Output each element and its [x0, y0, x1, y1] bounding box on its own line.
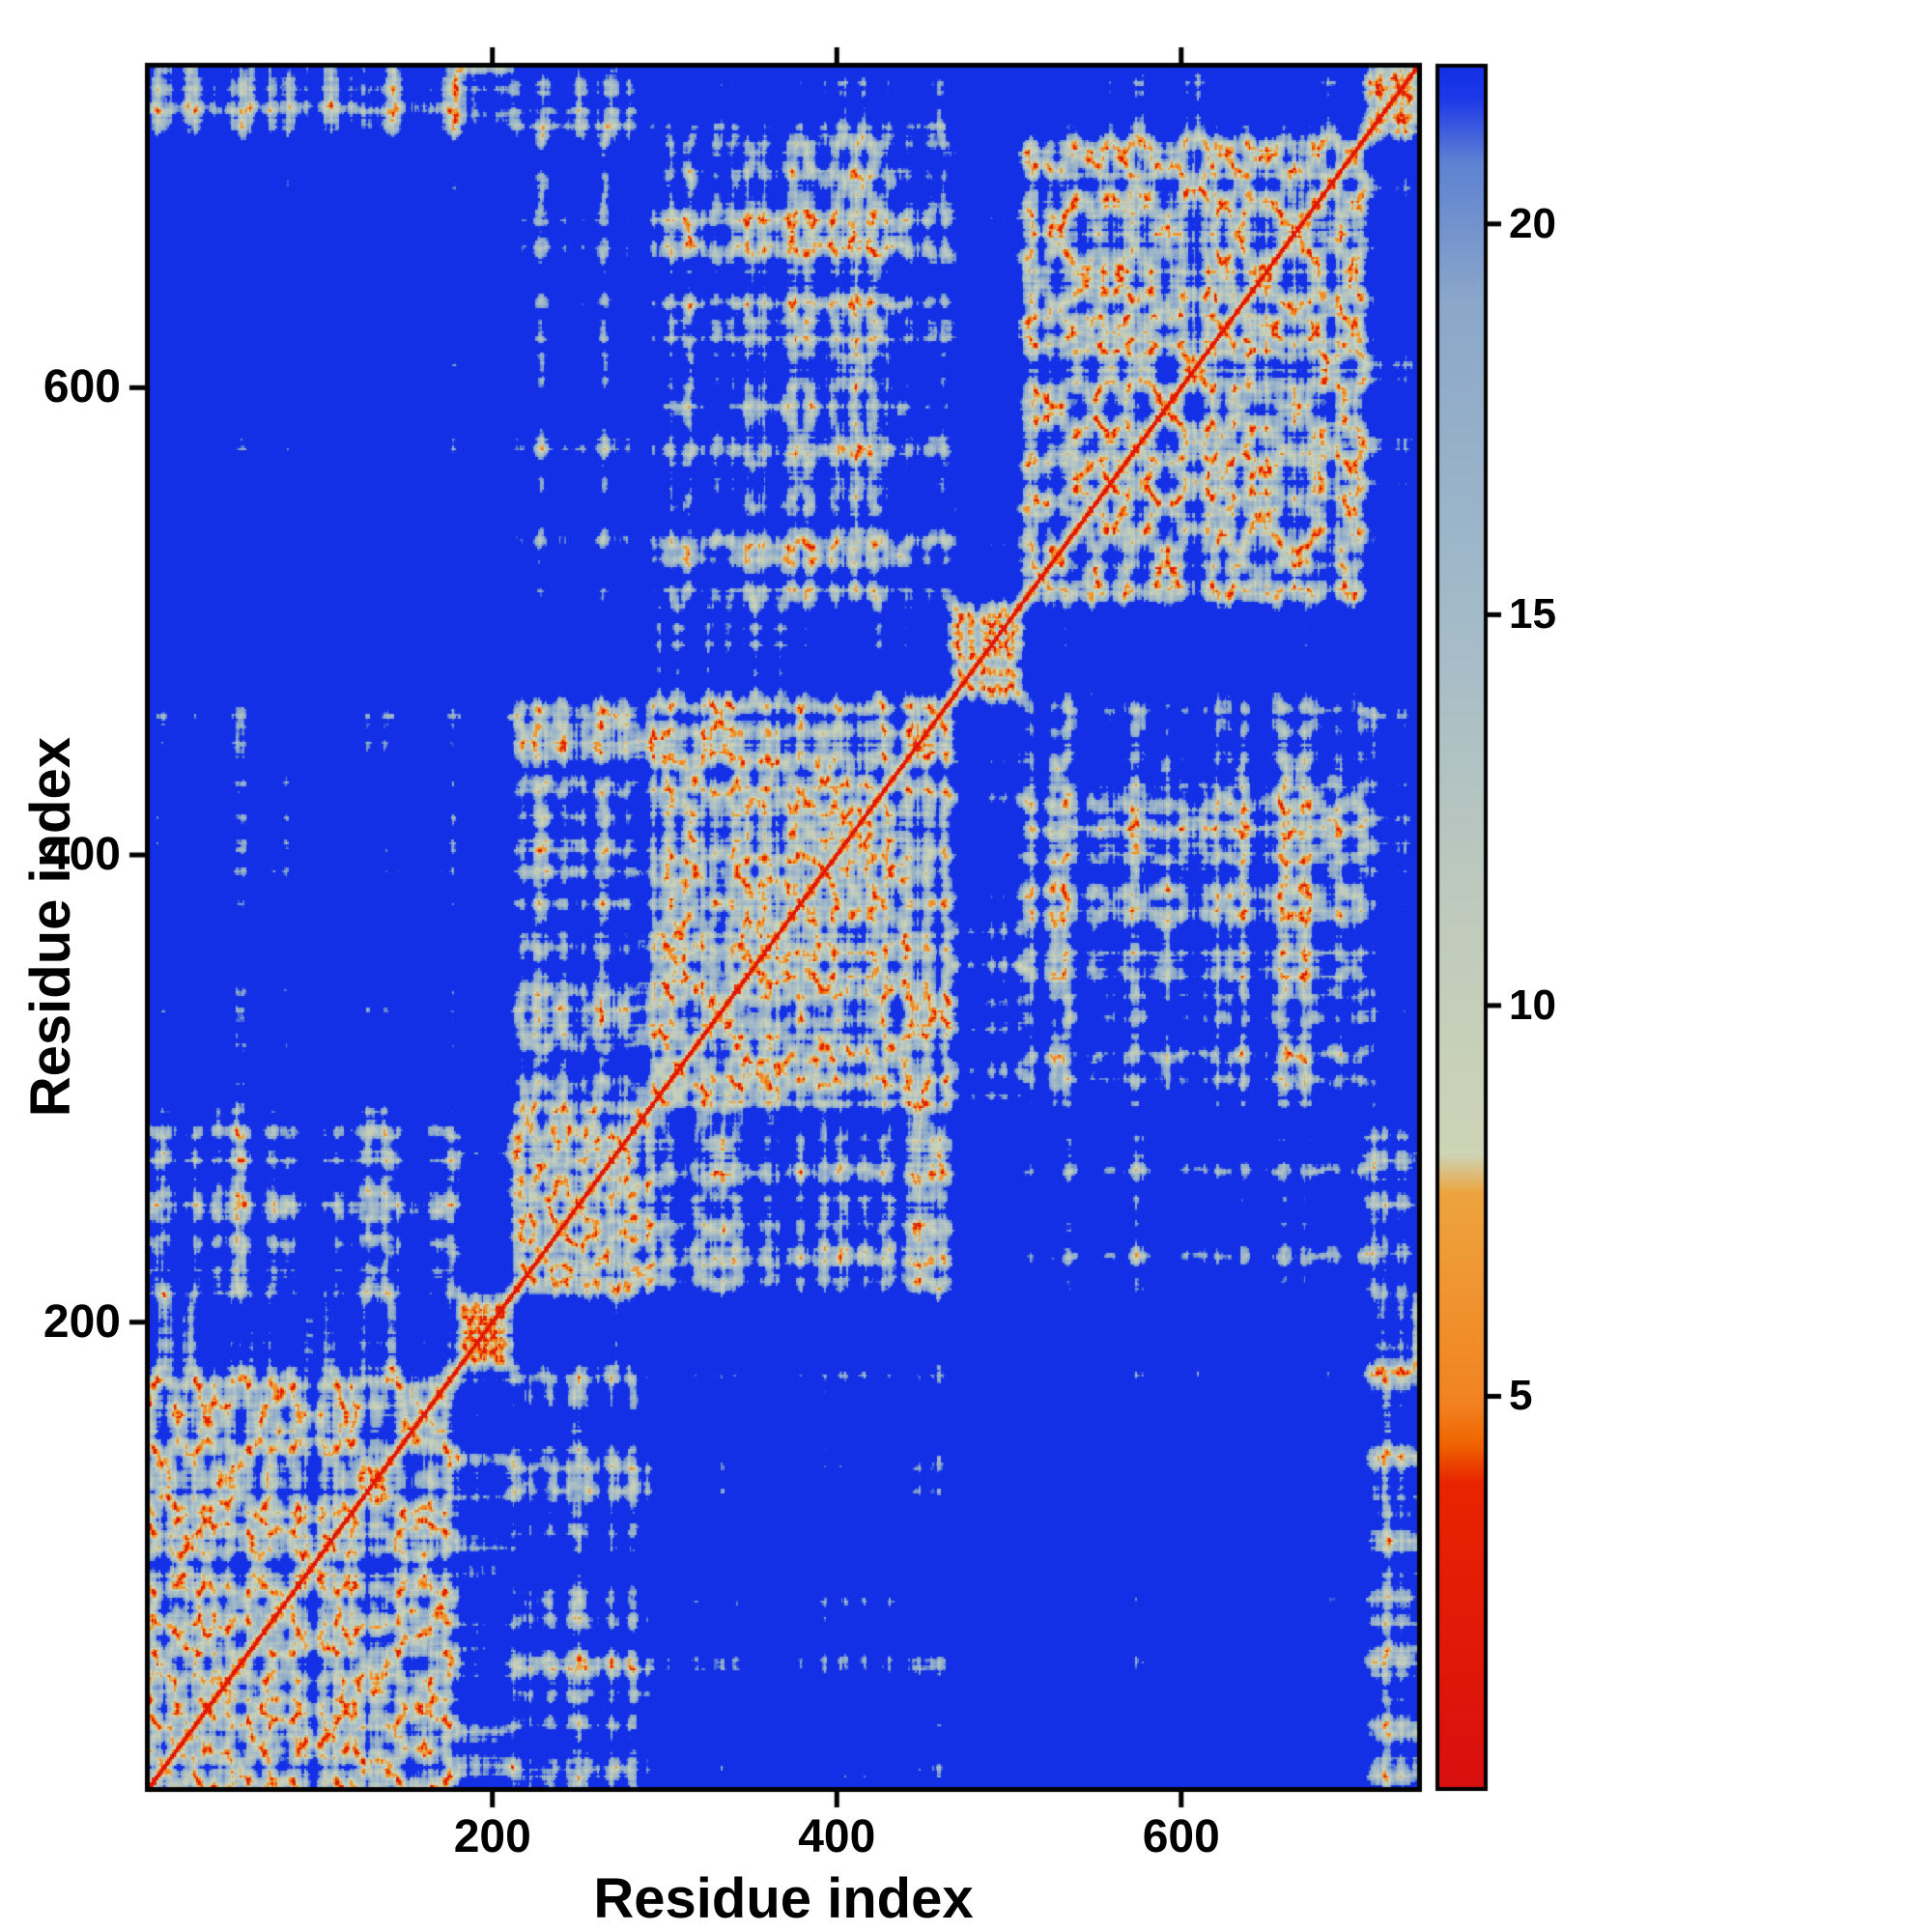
x-axis-label: Residue index [593, 1867, 974, 1930]
x-tick-label: 600 [1142, 1811, 1220, 1862]
colorbar-tick-label: 20 [1509, 199, 1556, 247]
colorbar-tick-label: 5 [1509, 1372, 1533, 1420]
y-tick-label: 200 [43, 1295, 121, 1348]
x-tick-label: 400 [798, 1811, 876, 1862]
y-tick-label: 400 [43, 829, 121, 881]
y-tick-label: 600 [43, 361, 121, 413]
colorbar-tick-label: 10 [1509, 980, 1556, 1029]
colorbar-tick-label: 15 [1509, 590, 1556, 639]
y-axis-label: Residue index [18, 737, 82, 1118]
y-axis-label-wrap: Residue index [14, 68, 87, 1787]
x-tick-label: 200 [453, 1811, 531, 1862]
